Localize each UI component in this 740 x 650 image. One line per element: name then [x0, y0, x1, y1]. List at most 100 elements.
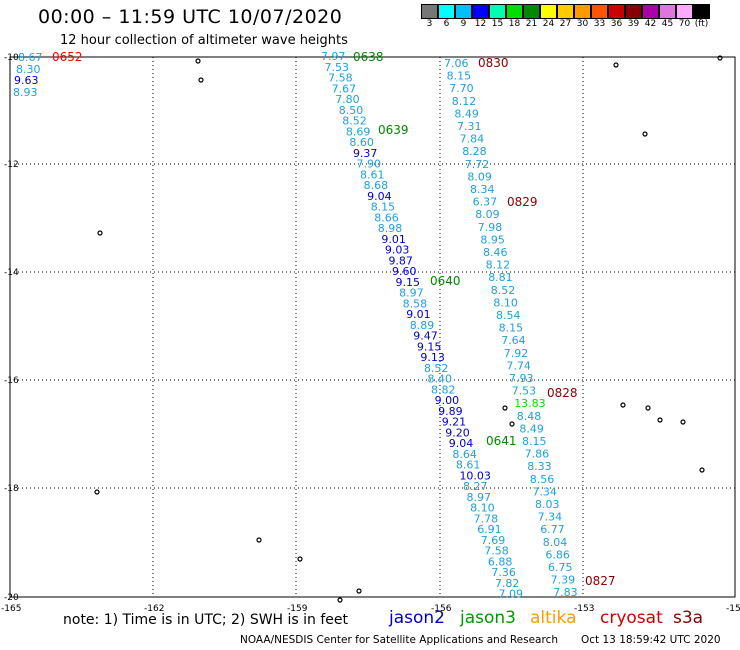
- swh-value: 7.58: [328, 72, 353, 85]
- island: [620, 402, 626, 408]
- swh-value: 8.27: [463, 480, 488, 493]
- swh-value: 8.49: [519, 422, 544, 435]
- time-label: 0640: [430, 274, 461, 288]
- legend-swatch: [659, 4, 676, 19]
- legend-swatch: [489, 4, 506, 19]
- swh-value: 8.81: [488, 271, 513, 284]
- legend-swatch: [625, 4, 642, 19]
- swh-value: 7.36: [491, 566, 516, 579]
- legend-swatch: [608, 4, 625, 19]
- swh-value: 9.15: [396, 276, 421, 289]
- swh-value: 8.15: [522, 435, 547, 448]
- swh-value: 6.77: [540, 523, 565, 536]
- swh-value: 7.92: [504, 347, 529, 360]
- swh-value: 7.34: [538, 511, 563, 524]
- swh-value: 8.15: [447, 70, 472, 83]
- timestamp: Oct 13 18:59:42 UTC 2020: [581, 634, 721, 646]
- lon-tick-label: -165: [1, 604, 21, 614]
- lat-tick-label: -20: [4, 593, 19, 603]
- lat-tick-label: -18: [4, 484, 19, 494]
- swh-value: 7.39: [551, 574, 576, 587]
- legend-jason2: jason2: [389, 608, 445, 628]
- legend-swatch: [642, 4, 659, 19]
- island: [502, 405, 508, 411]
- swh-value: 7.09: [499, 588, 524, 601]
- swh-value: 8.09: [467, 170, 492, 183]
- swh-value: 8.34: [470, 183, 495, 196]
- swh-value: 7.97: [321, 50, 346, 63]
- swh-value: 9.15: [417, 340, 442, 353]
- swh-value: 9.87: [388, 254, 413, 267]
- legend-label: 33: [593, 19, 606, 29]
- island: [256, 537, 262, 543]
- legend-swatch: [523, 4, 540, 19]
- legend-cryosat: cryosat: [600, 608, 663, 628]
- swh-value: 9.60: [392, 265, 417, 278]
- legend-label: 24: [542, 19, 555, 29]
- swh-value: 8.97: [467, 491, 492, 504]
- island: [297, 556, 303, 562]
- swh-value: 7.83: [553, 586, 578, 599]
- time-label: 0828: [547, 386, 578, 400]
- swh-value: 8.03: [535, 498, 560, 511]
- legend-swatch: [506, 4, 523, 19]
- legend-label: 6: [443, 19, 450, 29]
- swh-value: 9.13: [420, 351, 445, 364]
- map-subtitle: 12 hour collection of altimeter wave hei…: [60, 33, 348, 48]
- swh-value: 7.93: [509, 372, 534, 385]
- island: [613, 62, 619, 68]
- island: [94, 489, 100, 495]
- legend-label: 30: [576, 19, 589, 29]
- legend-label: 15: [491, 19, 504, 29]
- legend-label: 36: [610, 19, 623, 29]
- legend-label: 12: [474, 19, 487, 29]
- swh-value: 10.03: [459, 469, 491, 482]
- time-label: 0827: [585, 574, 616, 588]
- swh-value: 8.49: [454, 107, 479, 120]
- legend-label: 42: [644, 19, 657, 29]
- swh-value: 7.53: [512, 385, 536, 398]
- lat-tick-label: -12: [4, 160, 19, 170]
- swh-value: 9.00: [435, 394, 460, 407]
- time-label: 0830: [478, 56, 509, 70]
- swh-value: 8.60: [349, 136, 374, 149]
- swh-value: 8.33: [527, 460, 552, 473]
- swh-value: 7.70: [449, 82, 474, 95]
- swh-value: 8.15: [371, 201, 396, 214]
- swh-value: 8.68: [364, 179, 389, 192]
- swh-value: 8.98: [378, 222, 403, 235]
- legend-label: 70: [678, 19, 691, 29]
- legend-swatch: [693, 4, 710, 19]
- legend-label: 9: [460, 19, 467, 29]
- island: [198, 77, 204, 83]
- swh-value: 8.12: [452, 95, 477, 108]
- swh-value: 8.50: [339, 104, 364, 117]
- swh-value: 6.91: [477, 523, 502, 536]
- swh-value: 9.01: [381, 233, 406, 246]
- legend-swatch: [574, 4, 591, 19]
- legend-swatch: [557, 4, 574, 19]
- island: [717, 55, 723, 61]
- legend-swatch: [676, 4, 693, 19]
- swh-value: 8.69: [346, 125, 371, 138]
- island: [657, 417, 663, 423]
- time-label: 0639: [378, 123, 409, 137]
- swh-value: 8.10: [470, 502, 495, 515]
- swh-value: 8.04: [543, 536, 568, 549]
- swh-value: 9.04: [449, 437, 474, 450]
- swh-value: 8.46: [483, 246, 508, 259]
- color-scale-legend: 3 6 9 12 15 18 21 24 27 30 33 36 39 42 45 70 (ft): [421, 4, 710, 29]
- legend-swatch: [421, 4, 438, 19]
- swh-value: 8.40: [428, 373, 453, 386]
- swh-value: 8.93: [13, 86, 38, 99]
- swh-value: 9.21: [442, 416, 467, 429]
- swh-value: 9.37: [353, 147, 378, 160]
- swh-value: 7.06: [444, 57, 469, 70]
- legend-label: 27: [559, 19, 572, 29]
- swh-value: 8.15: [499, 322, 523, 335]
- island: [680, 419, 686, 425]
- island: [195, 58, 201, 64]
- swh-value: 7.34: [532, 485, 557, 498]
- map-title: 00:00 – 11:59 UTC 10/07/2020: [38, 6, 343, 28]
- legend-swatch: [540, 4, 557, 19]
